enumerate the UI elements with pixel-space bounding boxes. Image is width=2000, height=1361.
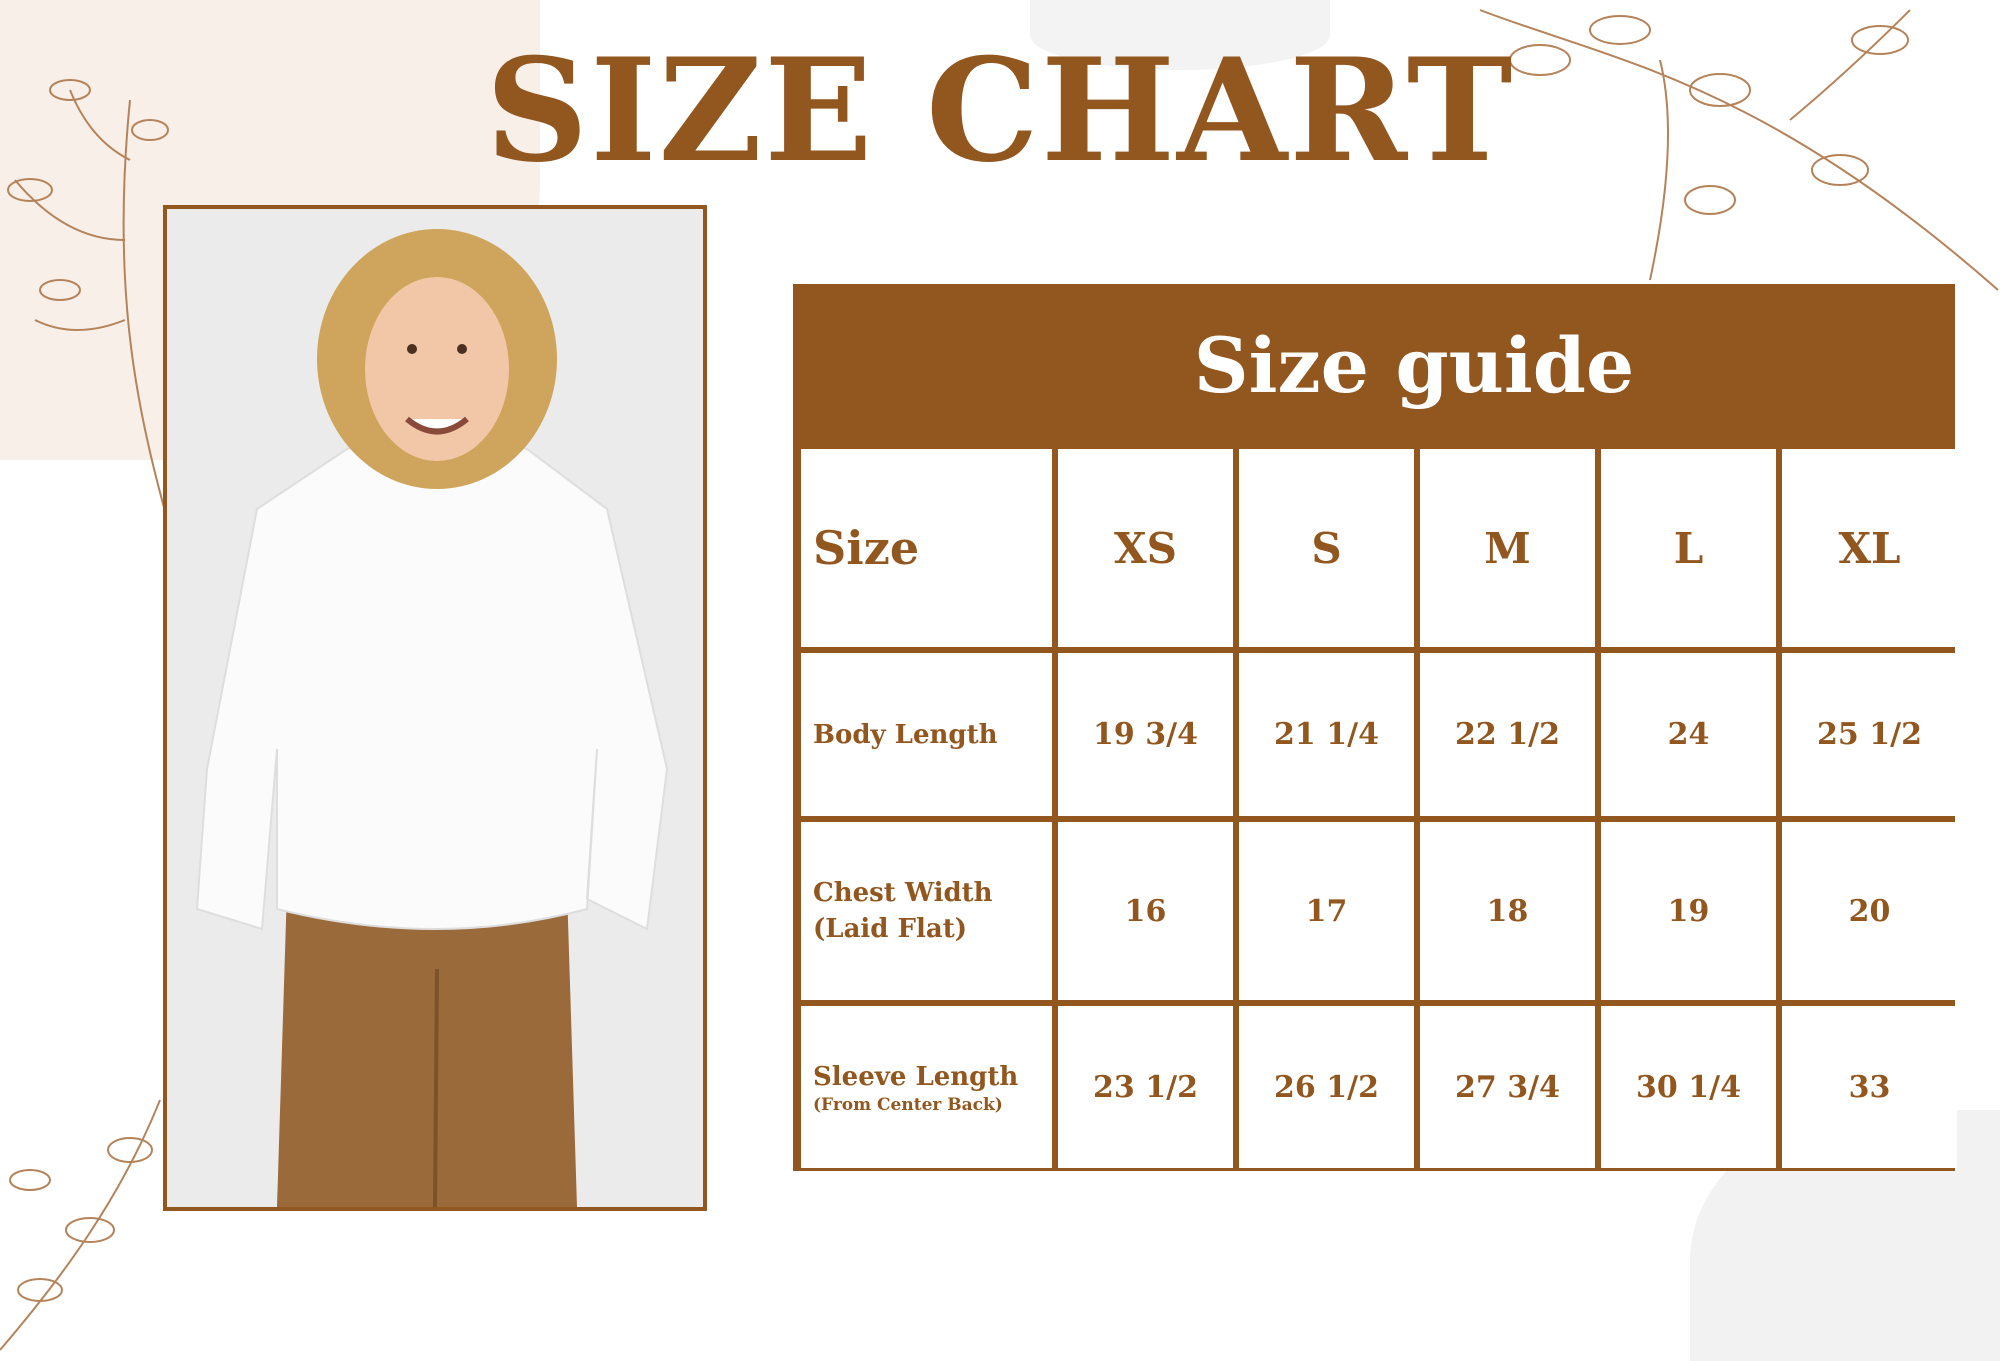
size-label: L	[1673, 523, 1704, 573]
size-label: XL	[1838, 523, 1901, 573]
cell-value: 24	[1667, 717, 1710, 752]
cell-value: 19	[1667, 893, 1710, 929]
row-sublabel: (Laid Flat)	[813, 914, 968, 944]
row-sublabel: (From Center Back)	[813, 1095, 1003, 1115]
header-label: Size	[813, 521, 920, 575]
cell-value: 17	[1305, 893, 1348, 929]
background-blob	[1030, 0, 1330, 70]
table-cell: 23 1/2	[1058, 1006, 1233, 1168]
cell-value: 19 3/4	[1093, 717, 1198, 752]
cell-value: 20	[1848, 893, 1891, 929]
table-cell: 17	[1239, 822, 1414, 1000]
header-cell: M	[1420, 449, 1595, 647]
table-heading: Size guide	[793, 284, 1955, 446]
table-cell: 18	[1420, 822, 1595, 1000]
table-cell: 27 3/4	[1420, 1006, 1595, 1168]
size-grid: Size XS S M L XL Body Length 19 3/4 21 1…	[793, 446, 1957, 1171]
table-heading-text: Size guide	[1193, 320, 1635, 410]
header-cell: XS	[1058, 449, 1233, 647]
cell-value: 22 1/2	[1455, 717, 1560, 752]
row-label-body-length: Body Length	[801, 653, 1052, 816]
table-cell: 21 1/4	[1239, 653, 1414, 816]
cell-value: 18	[1486, 893, 1529, 929]
cell-value: 21 1/4	[1274, 717, 1379, 752]
header-cell: S	[1239, 449, 1414, 647]
cell-value: 30 1/4	[1636, 1069, 1741, 1105]
size-label: S	[1311, 523, 1342, 573]
cell-value: 27 3/4	[1455, 1069, 1560, 1105]
leaf-decoration-icon	[0, 1099, 161, 1351]
header-cell: L	[1601, 449, 1776, 647]
cell-value: 33	[1848, 1069, 1891, 1105]
row-label: Chest Width	[813, 878, 993, 908]
page-title: SIZE CHART	[0, 28, 2000, 194]
table-cell: 33	[1782, 1006, 1957, 1168]
title-text: SIZE CHART	[485, 28, 1515, 194]
table-cell: 20	[1782, 822, 1957, 1000]
table-cell: 16	[1058, 822, 1233, 1000]
table-cell: 22 1/2	[1420, 653, 1595, 816]
table-cell: 25 1/2	[1782, 653, 1957, 816]
table-cell: 30 1/4	[1601, 1006, 1776, 1168]
table-cell: 24	[1601, 653, 1776, 816]
header-cell-size: Size	[801, 449, 1052, 647]
product-photo	[163, 205, 707, 1211]
cell-value: 23 1/2	[1093, 1069, 1198, 1105]
child-model-image	[167, 209, 703, 1207]
table-cell: 26 1/2	[1239, 1006, 1414, 1168]
row-label-chest-width: Chest Width (Laid Flat)	[801, 822, 1052, 1000]
size-label: M	[1484, 523, 1531, 573]
row-label: Body Length	[813, 719, 998, 750]
row-label-sleeve-length: Sleeve Length (From Center Back)	[801, 1006, 1052, 1168]
row-label: Sleeve Length	[813, 1062, 1019, 1092]
cell-value: 16	[1124, 893, 1167, 929]
header-cell: XL	[1782, 449, 1957, 647]
cell-value: 25 1/2	[1817, 717, 1922, 752]
cell-value: 26 1/2	[1274, 1069, 1379, 1105]
table-cell: 19 3/4	[1058, 653, 1233, 816]
size-label: XS	[1114, 523, 1177, 573]
leaf-decoration-icon	[7, 79, 171, 531]
size-guide-table: Size guide Size XS S M L XL Body Length …	[793, 284, 1957, 1171]
table-cell: 19	[1601, 822, 1776, 1000]
leaf-decoration-icon	[1479, 9, 1999, 291]
